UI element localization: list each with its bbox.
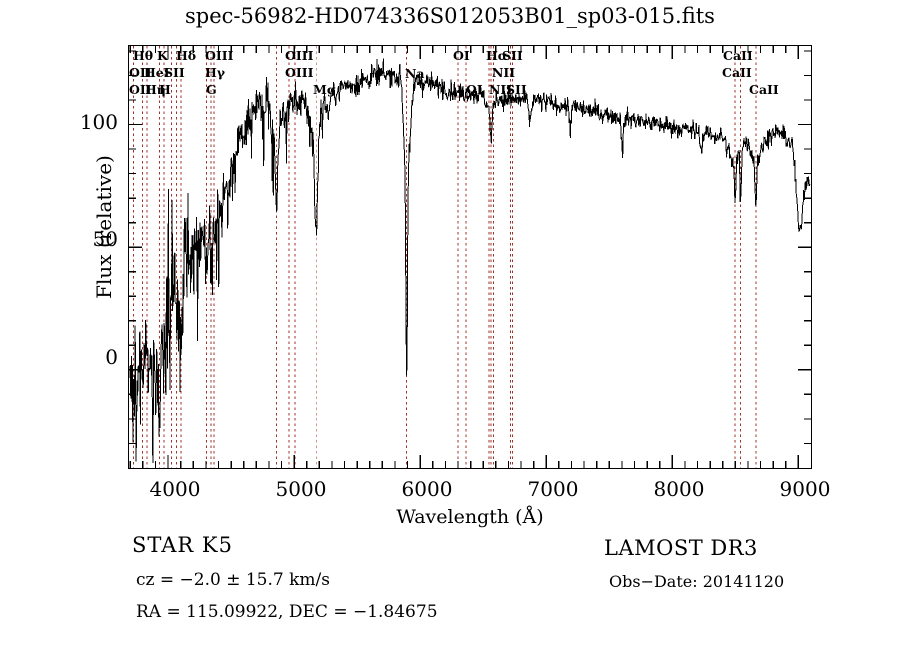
- spectral-line-markers: [133, 46, 757, 468]
- x-axis-tick-label: 4000: [149, 477, 201, 501]
- plot-area: [128, 45, 812, 469]
- spectral-line-label: NII: [492, 65, 516, 80]
- spectral-line-label: HeI: [144, 65, 170, 80]
- object-class-text: STAR K5: [132, 533, 233, 557]
- spectral-line-label: OIII: [285, 65, 314, 80]
- coordinates-text: RA = 115.09922, DEC = −1.84675: [136, 602, 438, 622]
- y-axis-tick-label: 0: [105, 345, 118, 369]
- spectrum-trace: [129, 58, 811, 463]
- spectral-line-label: CaII: [749, 82, 779, 97]
- x-axis-tick-label: 8000: [653, 477, 705, 501]
- x-axis-tick-label: 6000: [401, 477, 453, 501]
- spectral-line-label: SII: [502, 48, 523, 63]
- y-axis-tick-label: 100: [79, 110, 118, 134]
- spectral-line-label: NII: [489, 82, 513, 97]
- spectral-line-label: OIII: [205, 48, 234, 63]
- spectral-line-label: Mg: [313, 82, 336, 97]
- spectral-line-label: K: [157, 48, 168, 63]
- spectral-line-label: Hα: [486, 48, 508, 63]
- spectral-line-label: OIII: [285, 48, 314, 63]
- spectral-line-label: OI: [453, 48, 470, 63]
- spectral-line-label: OI: [466, 82, 483, 97]
- spectral-line-label: Na: [405, 66, 425, 81]
- spectral-line-label: G: [206, 82, 217, 97]
- x-axis-tick-label: 9000: [779, 477, 831, 501]
- y-axis-tick-label: 50: [92, 227, 118, 251]
- x-axis-title: Wavelength (Å): [396, 506, 544, 528]
- y-axis-title: Flux (relative): [92, 155, 116, 299]
- spectral-line-label: Hδ: [176, 48, 197, 63]
- spectral-line-label: Hθ: [133, 48, 154, 63]
- spectrum-plot: [129, 46, 811, 468]
- spectral-line-label: CaII: [722, 65, 752, 80]
- spectral-line-label: OII: [129, 82, 152, 97]
- spectral-line-label: Hη: [145, 82, 166, 97]
- x-axis-tick-label: 5000: [275, 477, 327, 501]
- redshift-velocity-text: cz = −2.0 ± 15.7 km/s: [136, 570, 330, 590]
- spectral-line-label: SII: [506, 82, 527, 97]
- page-title: spec-56982-HD074336S012053B01_sp03-015.f…: [185, 4, 715, 28]
- spectral-line-label: CaII: [723, 48, 753, 63]
- spectral-line-label: H: [159, 82, 171, 97]
- spectral-line-label: OII: [129, 65, 152, 80]
- observation-date-text: Obs−Date: 20141120: [609, 572, 785, 591]
- spectral-line-label: SII: [164, 65, 185, 80]
- spectral-line-label: Hγ: [205, 65, 226, 80]
- x-axis-tick-label: 7000: [527, 477, 579, 501]
- survey-name-text: LAMOST DR3: [604, 536, 758, 560]
- axis-ticks: [129, 46, 811, 468]
